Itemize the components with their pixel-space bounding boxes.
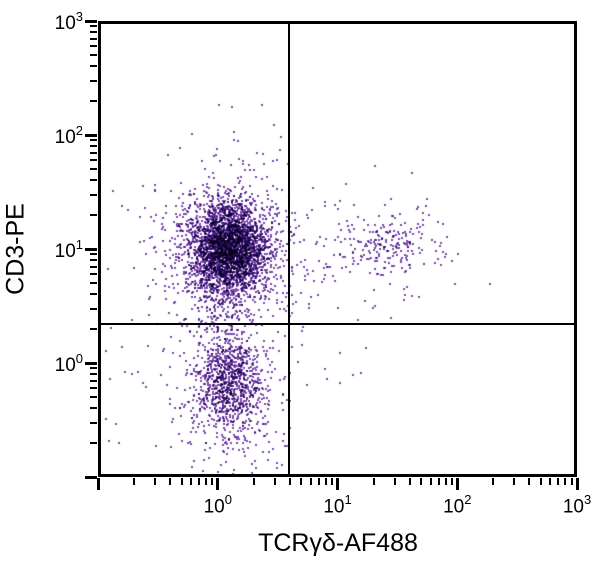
x-axis-major-tick: [336, 478, 339, 490]
x-axis-minor-tick: [273, 478, 276, 485]
x-axis-minor-tick: [205, 478, 208, 485]
y-axis-minor-tick: [90, 253, 97, 256]
y-axis-minor-tick: [90, 139, 97, 142]
x-axis-minor-tick: [564, 478, 567, 485]
x-axis-minor-tick: [288, 478, 291, 485]
x-axis-minor-tick: [393, 478, 396, 485]
x-axis-minor-tick: [198, 478, 201, 485]
y-axis-major-tick: [85, 133, 97, 137]
x-axis-minor-tick: [133, 478, 136, 485]
x-axis-minor-tick: [154, 478, 157, 485]
x-axis-minor-tick: [513, 478, 516, 485]
y-axis-minor-tick: [90, 307, 97, 310]
y-axis-minor-tick: [90, 37, 97, 40]
x-axis-major-tick: [96, 478, 100, 490]
y-axis-minor-tick: [90, 145, 97, 148]
x-axis-minor-tick: [570, 478, 573, 485]
y-axis-minor-tick: [90, 373, 97, 376]
x-axis-minor-tick: [528, 478, 531, 485]
y-tick-label: 103: [54, 8, 83, 35]
x-axis-minor-tick: [492, 478, 495, 485]
x-tick-label: 100: [203, 492, 232, 518]
y-axis-minor-tick: [90, 159, 97, 162]
x-axis-minor-tick: [324, 478, 327, 485]
x-axis-minor-tick: [211, 478, 214, 485]
y-axis-minor-tick: [90, 79, 97, 82]
y-axis-minor-tick: [90, 396, 97, 399]
x-axis-minor-tick: [169, 478, 172, 485]
x-axis-minor-tick: [420, 478, 423, 485]
y-axis-title: CD3-PE: [1, 203, 30, 295]
x-axis-minor-tick: [180, 478, 183, 485]
y-axis-minor-tick: [90, 282, 97, 285]
x-axis-minor-tick: [309, 478, 312, 485]
y-axis-minor-tick: [90, 273, 97, 276]
y-axis-major-tick: [85, 19, 97, 23]
y-axis-minor-tick: [90, 31, 97, 34]
y-axis-minor-tick: [90, 45, 97, 48]
y-tick-label: 101: [54, 236, 83, 263]
x-axis-minor-tick: [408, 478, 411, 485]
x-axis-major-tick: [575, 478, 579, 490]
y-axis-minor-tick: [90, 387, 97, 390]
y-axis-minor-tick: [90, 379, 97, 382]
x-axis-minor-tick: [549, 478, 552, 485]
y-axis-major-tick: [85, 361, 97, 365]
y-axis-minor-tick: [90, 327, 97, 330]
x-axis-minor-tick: [539, 478, 542, 485]
x-axis-minor-tick: [444, 478, 447, 485]
x-axis-minor-tick: [437, 478, 440, 485]
x-axis-minor-tick: [300, 478, 303, 485]
y-axis-minor-tick: [90, 213, 97, 216]
x-axis-minor-tick: [372, 478, 375, 485]
y-axis-minor-tick: [90, 25, 97, 28]
y-axis-major-tick: [85, 247, 97, 251]
quadrant-gate-horizontal-line: [98, 322, 577, 325]
y-axis-minor-tick: [90, 441, 97, 444]
y-axis-minor-tick: [90, 259, 97, 262]
y-tick-label: 102: [54, 122, 83, 149]
x-axis-minor-tick: [557, 478, 560, 485]
x-axis-minor-tick: [450, 478, 453, 485]
y-axis-minor-tick: [90, 407, 97, 410]
x-tick-label: 103: [562, 492, 592, 518]
x-axis-minor-tick: [252, 478, 255, 485]
y-axis-minor-tick: [90, 265, 97, 268]
quadrant-gate-vertical-line: [287, 21, 290, 477]
y-axis-minor-tick: [90, 65, 97, 68]
y-axis-minor-tick: [90, 99, 97, 102]
plot-border: [98, 21, 577, 477]
y-axis-minor-tick: [90, 54, 97, 57]
x-axis-major-tick: [216, 478, 220, 490]
x-axis-minor-tick: [429, 478, 432, 485]
y-tick-label: 100: [54, 350, 83, 377]
x-tick-label: 102: [443, 492, 472, 518]
y-axis-minor-tick: [90, 367, 97, 370]
x-axis-minor-tick: [317, 478, 320, 485]
y-axis-major-tick: [85, 475, 97, 479]
y-axis-minor-tick: [90, 168, 97, 171]
x-axis-major-tick: [455, 478, 459, 490]
x-axis-title: TCRγδ-AF488: [258, 529, 418, 557]
x-axis-minor-tick: [331, 478, 334, 485]
x-tick-label: 101: [323, 492, 352, 518]
y-axis-minor-tick: [90, 293, 97, 296]
x-axis-minor-tick: [190, 478, 193, 485]
y-axis-minor-tick: [90, 421, 97, 424]
y-axis-minor-tick: [90, 151, 97, 154]
y-axis-minor-tick: [90, 193, 97, 196]
y-axis-minor-tick: [90, 179, 97, 182]
